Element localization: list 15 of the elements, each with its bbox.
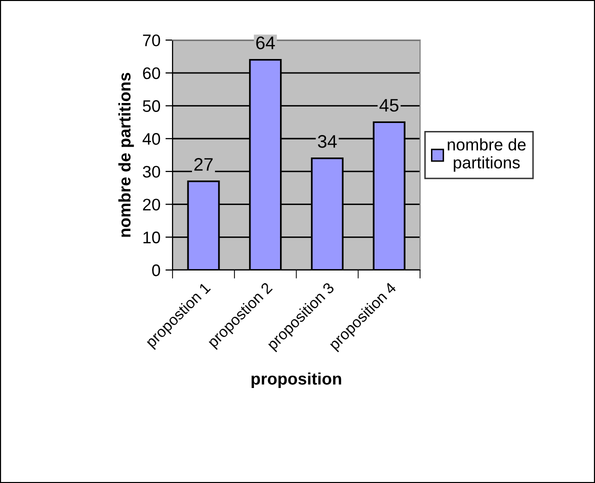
data-label: 64: [256, 36, 275, 50]
y-tick-label: 30: [142, 166, 160, 178]
y-tick-label: 40: [142, 133, 160, 145]
y-axis-title: nombre de partitions: [118, 72, 134, 237]
data-label: 27: [194, 158, 213, 171]
y-tick-label: 50: [142, 100, 160, 112]
legend-label: nombre de partitions: [448, 138, 526, 172]
x-axis-title: proposition: [252, 372, 342, 388]
data-label: 45: [380, 99, 398, 112]
y-tick-label: 20: [143, 198, 160, 211]
data-label: 34: [318, 135, 337, 148]
y-tick-label: 10: [143, 232, 160, 244]
y-tick-label: 60: [143, 67, 160, 80]
y-tick-label: 0: [152, 264, 160, 276]
y-tick-label: 70: [143, 34, 160, 46]
